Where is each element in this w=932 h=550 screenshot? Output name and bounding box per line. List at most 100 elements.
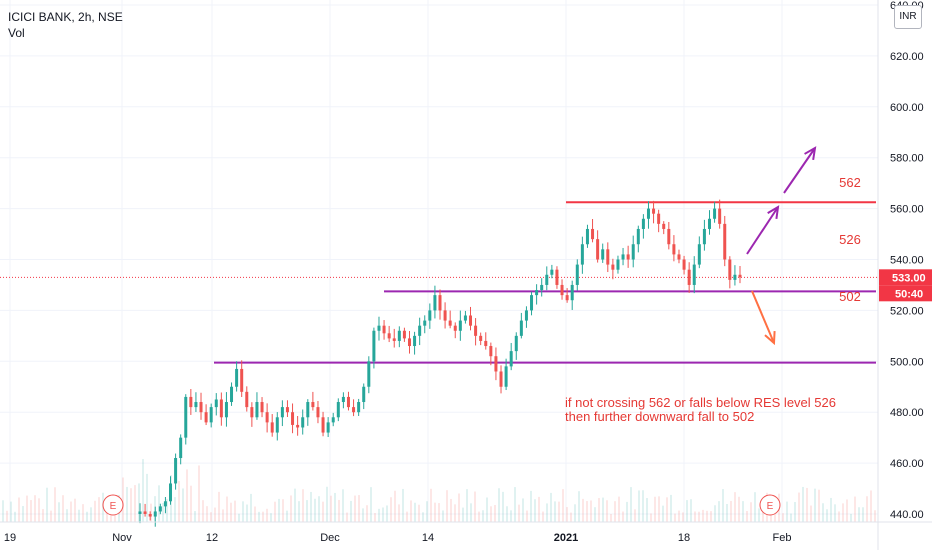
- currency-badge[interactable]: INR: [894, 5, 922, 29]
- volume-bar: [294, 488, 296, 522]
- volume-bar: [206, 506, 208, 522]
- volume-bar: [358, 495, 360, 522]
- candle-body: [184, 396, 188, 438]
- candle-body: [626, 254, 630, 260]
- candle-body: [199, 402, 203, 413]
- candle-body: [580, 244, 584, 265]
- x-tick-label: Nov: [112, 532, 132, 544]
- volume-bar: [594, 507, 596, 522]
- candle-body: [418, 325, 422, 336]
- volume-bar: [774, 513, 776, 522]
- candle-body: [657, 213, 661, 224]
- volume-bar: [722, 489, 724, 522]
- x-tick-label: Dec: [320, 532, 340, 544]
- volume-bar: [230, 502, 232, 522]
- candle-body: [407, 338, 411, 347]
- volume-bar: [818, 489, 820, 522]
- candle-body: [316, 407, 320, 418]
- candle-body: [174, 458, 178, 484]
- volume-bar: [258, 511, 260, 522]
- volume-bar: [786, 501, 788, 522]
- volume-bar: [234, 500, 236, 522]
- candle-body: [702, 228, 706, 245]
- y-tick-label: 620.00: [890, 51, 924, 63]
- volume-bar: [354, 495, 356, 522]
- volume-bar: [246, 504, 248, 522]
- volume-bar: [334, 492, 336, 522]
- candle-body: [138, 511, 142, 514]
- volume-bar: [686, 500, 688, 522]
- volume-bar: [798, 492, 800, 522]
- candle-body: [209, 407, 213, 423]
- volume-bar: [590, 500, 592, 522]
- volume-bar: [30, 500, 32, 522]
- volume-bar: [834, 504, 836, 522]
- volume-bar: [846, 499, 848, 522]
- volume-bar: [70, 501, 72, 522]
- chart-annotations: 562 526 502 if not crossing 562 or falls be…: [565, 175, 861, 424]
- candle-body: [469, 315, 473, 326]
- candle-body: [392, 338, 396, 341]
- candle-body: [692, 264, 696, 285]
- candle-body: [687, 269, 691, 285]
- candle-body: [565, 295, 569, 301]
- symbol-title[interactable]: ICICI BANK, 2h, NSE: [8, 10, 123, 24]
- volume-bar: [578, 491, 580, 522]
- price-axis[interactable]: 440.00 460.00 480.00 500.00 520.00 540.00 560.…: [877, 0, 924, 550]
- time-axis[interactable]: 19 Nov 12 Dec 14 2021 18 Feb: [0, 521, 932, 544]
- candle-body: [270, 422, 274, 433]
- y-tick-label: 580.00: [890, 153, 924, 165]
- volume-bar: [426, 501, 428, 522]
- price-labels: 533.00 50:40: [879, 269, 932, 302]
- candle-body: [158, 506, 162, 512]
- candle-body: [423, 320, 427, 326]
- candle-body: [616, 259, 620, 270]
- candle-body: [499, 371, 503, 387]
- volume-bar: [430, 488, 432, 522]
- volume-bar: [130, 488, 132, 522]
- volume-bar: [526, 510, 528, 522]
- volume-bar: [298, 501, 300, 522]
- volume-bar: [742, 501, 744, 522]
- volume-bar: [794, 501, 796, 522]
- volume-bar: [694, 511, 696, 522]
- volume-bar: [870, 490, 872, 522]
- volume-bar: [454, 504, 456, 522]
- candle-body: [245, 391, 249, 408]
- candle-body: [336, 402, 340, 418]
- candle-body: [652, 208, 656, 214]
- candle-body: [291, 412, 295, 425]
- volume-bar: [790, 513, 792, 522]
- chart-grid: [0, 0, 878, 522]
- candle-body: [428, 310, 432, 321]
- volume-bar: [754, 492, 756, 522]
- volume-bar: [382, 507, 384, 522]
- earnings-marker: [102, 494, 124, 516]
- volume-bar: [82, 504, 84, 522]
- volume-bar: [806, 487, 808, 522]
- candle-body: [601, 249, 605, 260]
- volume-bar: [178, 480, 180, 522]
- volume-bar: [554, 501, 556, 522]
- volume-bar: [286, 510, 288, 522]
- horizontal-levels[interactable]: [0, 201, 878, 364]
- volume-bar: [710, 511, 712, 522]
- volume-bar: [122, 477, 124, 522]
- volume-bar: [250, 493, 252, 522]
- candle-body: [250, 407, 254, 418]
- volume-bar: [650, 513, 652, 522]
- volume-bar: [42, 509, 44, 522]
- volume-bar: [758, 508, 760, 522]
- volume-bar: [654, 496, 656, 522]
- volume-bar: [14, 511, 16, 522]
- volume-bar: [162, 503, 164, 522]
- volume-bar: [366, 505, 368, 522]
- drawn-arrows[interactable]: [746, 146, 817, 346]
- volume-bar: [574, 504, 576, 522]
- candle-body: [636, 228, 640, 245]
- volume-bar: [750, 502, 752, 522]
- volume-bar: [338, 499, 340, 522]
- volume-bar: [486, 497, 488, 522]
